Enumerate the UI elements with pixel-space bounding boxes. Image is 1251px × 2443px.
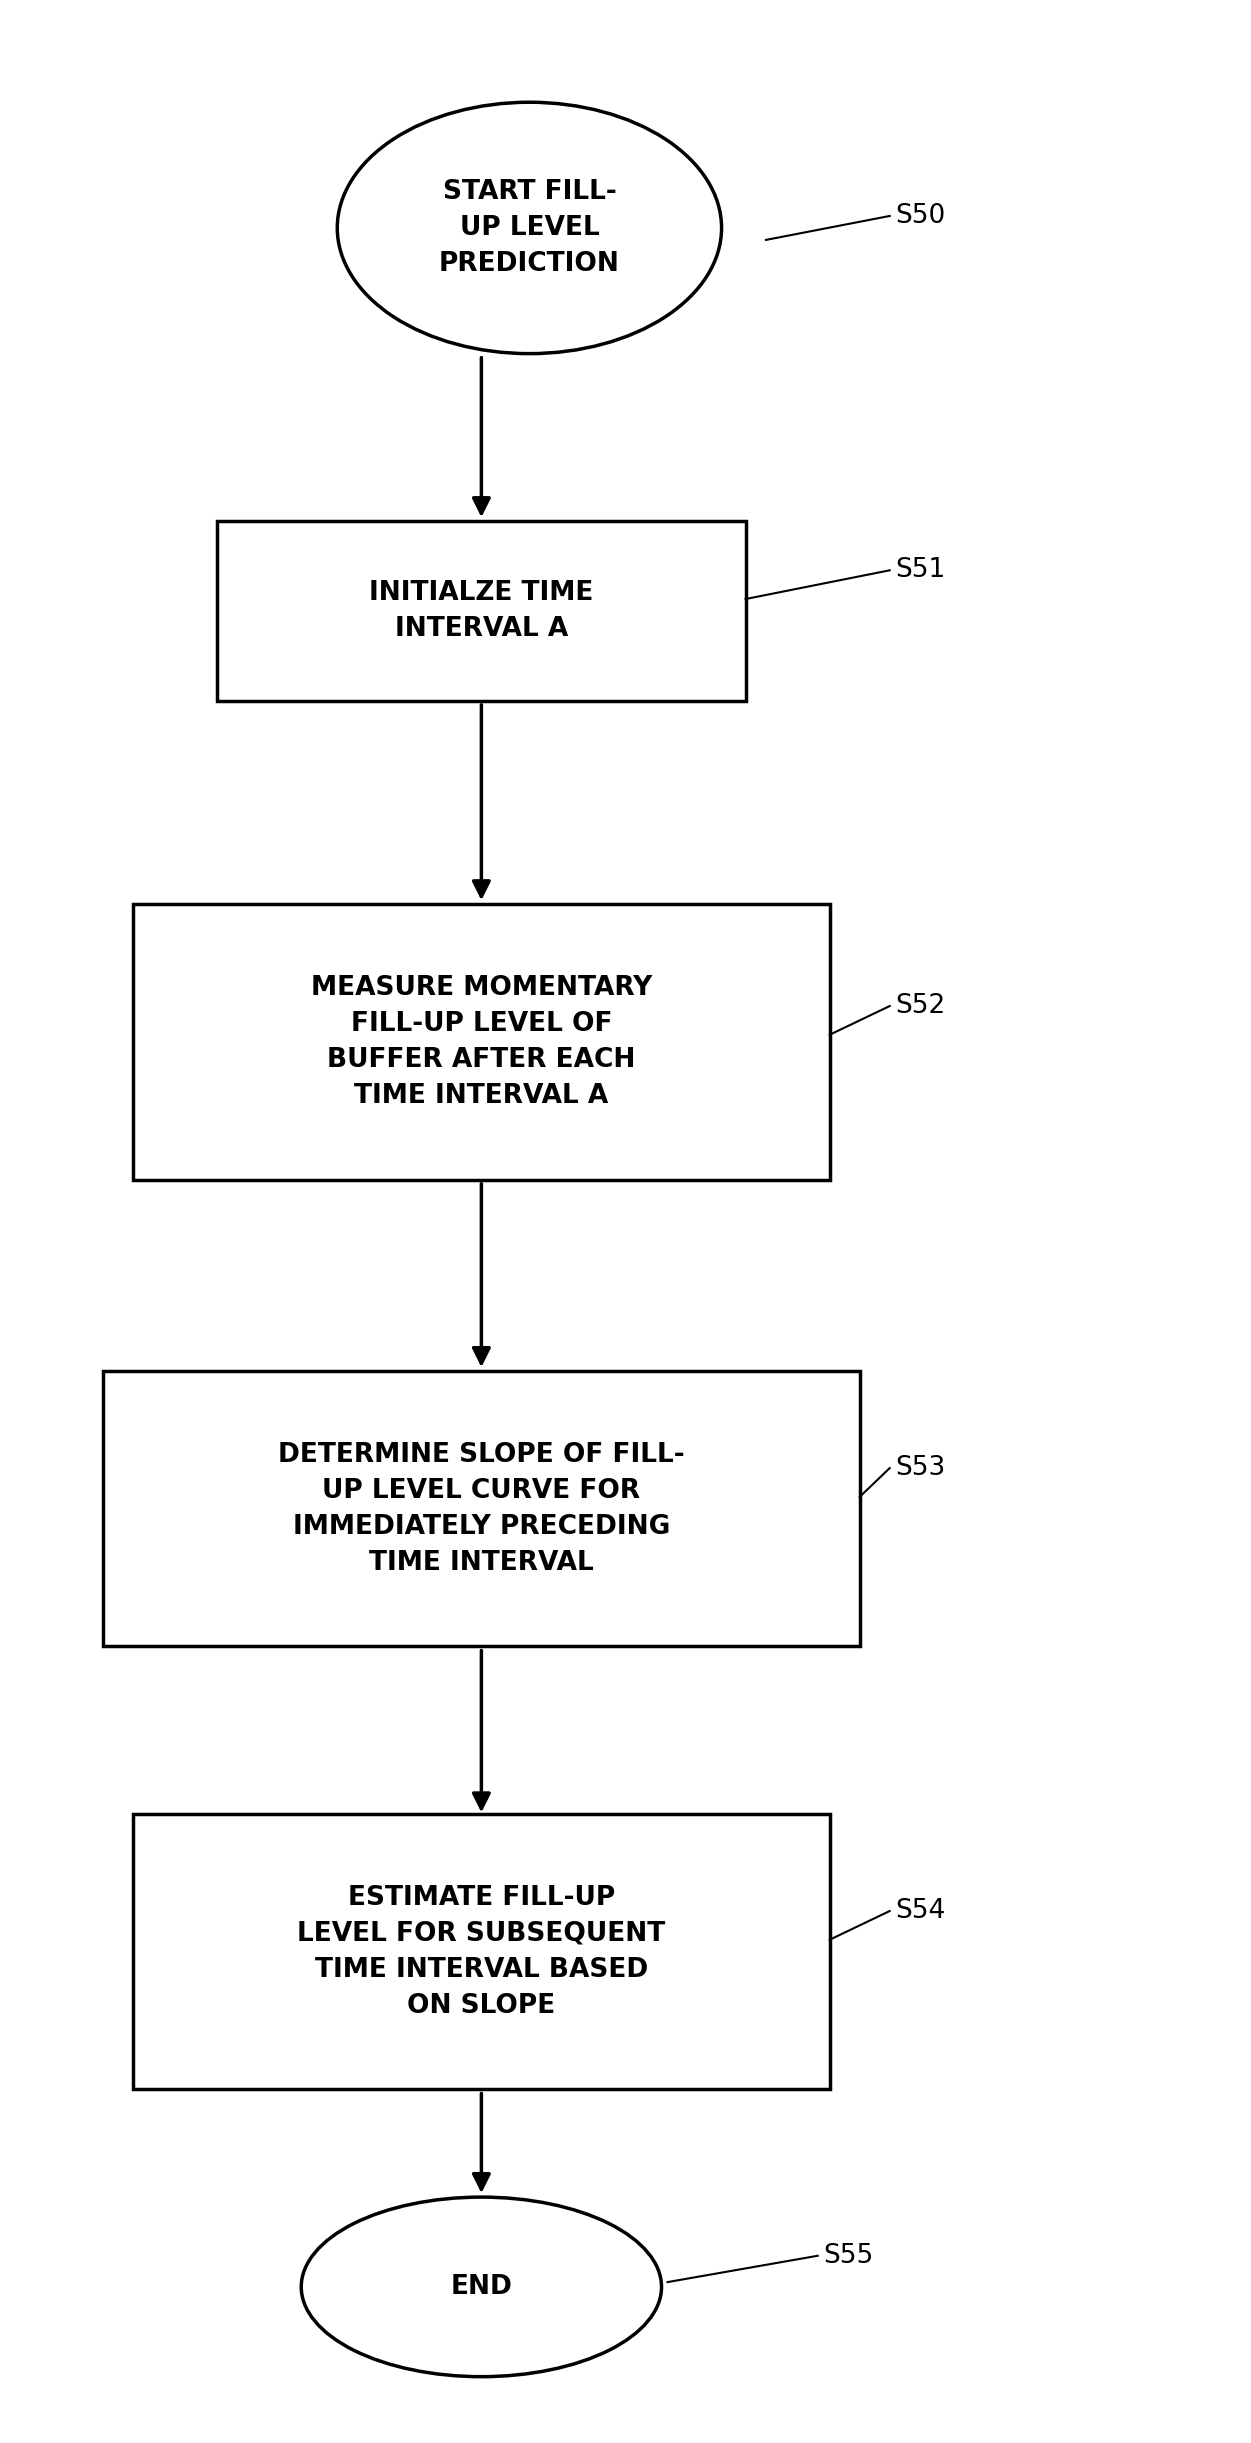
Text: S50: S50 bbox=[896, 203, 946, 230]
Bar bbox=[133, 1815, 829, 2089]
Ellipse shape bbox=[338, 103, 722, 354]
Bar bbox=[103, 1371, 859, 1647]
Text: END: END bbox=[450, 2274, 513, 2299]
Text: START FILL-
UP LEVEL
PREDICTION: START FILL- UP LEVEL PREDICTION bbox=[439, 178, 619, 276]
Bar bbox=[133, 904, 829, 1180]
Ellipse shape bbox=[301, 2196, 662, 2377]
Text: S51: S51 bbox=[896, 557, 946, 584]
Text: S55: S55 bbox=[823, 2243, 874, 2270]
Bar bbox=[218, 520, 746, 701]
Text: ESTIMATE FILL-UP
LEVEL FOR SUBSEQUENT
TIME INTERVAL BASED
ON SLOPE: ESTIMATE FILL-UP LEVEL FOR SUBSEQUENT TI… bbox=[298, 1884, 666, 2018]
Text: INITIALZE TIME
INTERVAL A: INITIALZE TIME INTERVAL A bbox=[369, 579, 593, 643]
Text: MEASURE MOMENTARY
FILL-UP LEVEL OF
BUFFER AFTER EACH
TIME INTERVAL A: MEASURE MOMENTARY FILL-UP LEVEL OF BUFFE… bbox=[310, 975, 652, 1109]
Text: S53: S53 bbox=[896, 1456, 946, 1480]
Text: DETERMINE SLOPE OF FILL-
UP LEVEL CURVE FOR
IMMEDIATELY PRECEDING
TIME INTERVAL: DETERMINE SLOPE OF FILL- UP LEVEL CURVE … bbox=[278, 1441, 684, 1576]
Text: S54: S54 bbox=[896, 1898, 946, 1925]
Text: S52: S52 bbox=[896, 992, 946, 1019]
